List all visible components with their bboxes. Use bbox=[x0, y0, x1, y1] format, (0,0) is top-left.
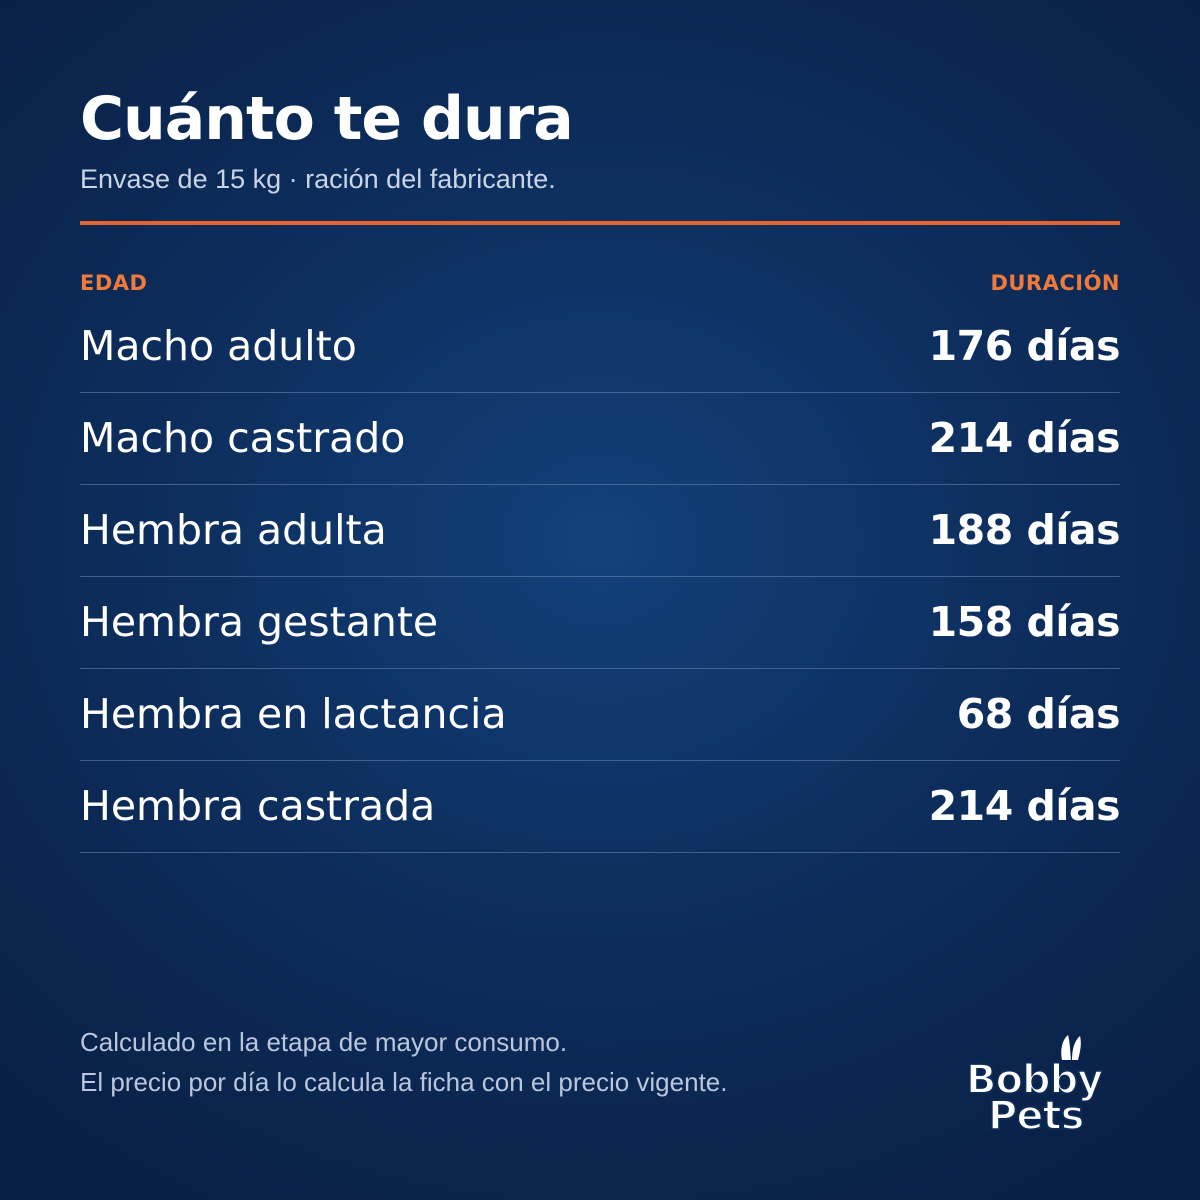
row-label: Hembra adulta bbox=[80, 506, 387, 554]
table-row: Hembra gestante 158 días bbox=[80, 578, 1121, 669]
row-label: Hembra en lactancia bbox=[80, 690, 507, 738]
row-value: 188 días bbox=[928, 506, 1121, 554]
row-value: 214 días bbox=[928, 782, 1121, 830]
table-row: Hembra adulta 188 días bbox=[80, 486, 1121, 577]
page-subtitle: Envase de 15 kg · ración del fabricante. bbox=[80, 164, 556, 194]
page-title: Cuánto te dura bbox=[80, 84, 574, 154]
row-label: Macho adulto bbox=[80, 322, 357, 370]
table-row: Hembra en lactancia 68 días bbox=[80, 670, 1121, 761]
row-value: 68 días bbox=[956, 690, 1121, 738]
table-row: Macho castrado 214 días bbox=[80, 394, 1121, 485]
row-value: 158 días bbox=[928, 598, 1121, 646]
dog-ears-icon bbox=[1061, 1035, 1081, 1060]
accent-divider bbox=[80, 221, 1120, 225]
logo-word-bobby: Bobby bbox=[965, 1057, 1104, 1103]
footnote-line-1: Calculado en la etapa de mayor consumo. bbox=[80, 1027, 568, 1057]
footnote: Calculado en la etapa de mayor consumo. … bbox=[80, 1022, 727, 1102]
footnote-line-2: El precio por día lo calcula la ficha co… bbox=[80, 1067, 728, 1097]
row-label: Hembra gestante bbox=[80, 598, 439, 646]
row-label: Macho castrado bbox=[80, 414, 406, 462]
table-row: Macho adulto 176 días bbox=[80, 302, 1121, 393]
duration-table: Macho adulto 176 días Macho castrado 214… bbox=[80, 302, 1121, 853]
logo-word-pets: Pets bbox=[987, 1093, 1085, 1139]
bobby-pets-logo: Bobby Pets bbox=[960, 1030, 1130, 1140]
column-header-age: EDAD bbox=[80, 271, 148, 295]
column-header-duration: DURACIÓN bbox=[990, 271, 1120, 295]
table-row: Hembra castrada 214 días bbox=[80, 762, 1121, 853]
row-value: 176 días bbox=[928, 322, 1121, 370]
row-value: 214 días bbox=[928, 414, 1121, 462]
row-label: Hembra castrada bbox=[80, 782, 436, 830]
